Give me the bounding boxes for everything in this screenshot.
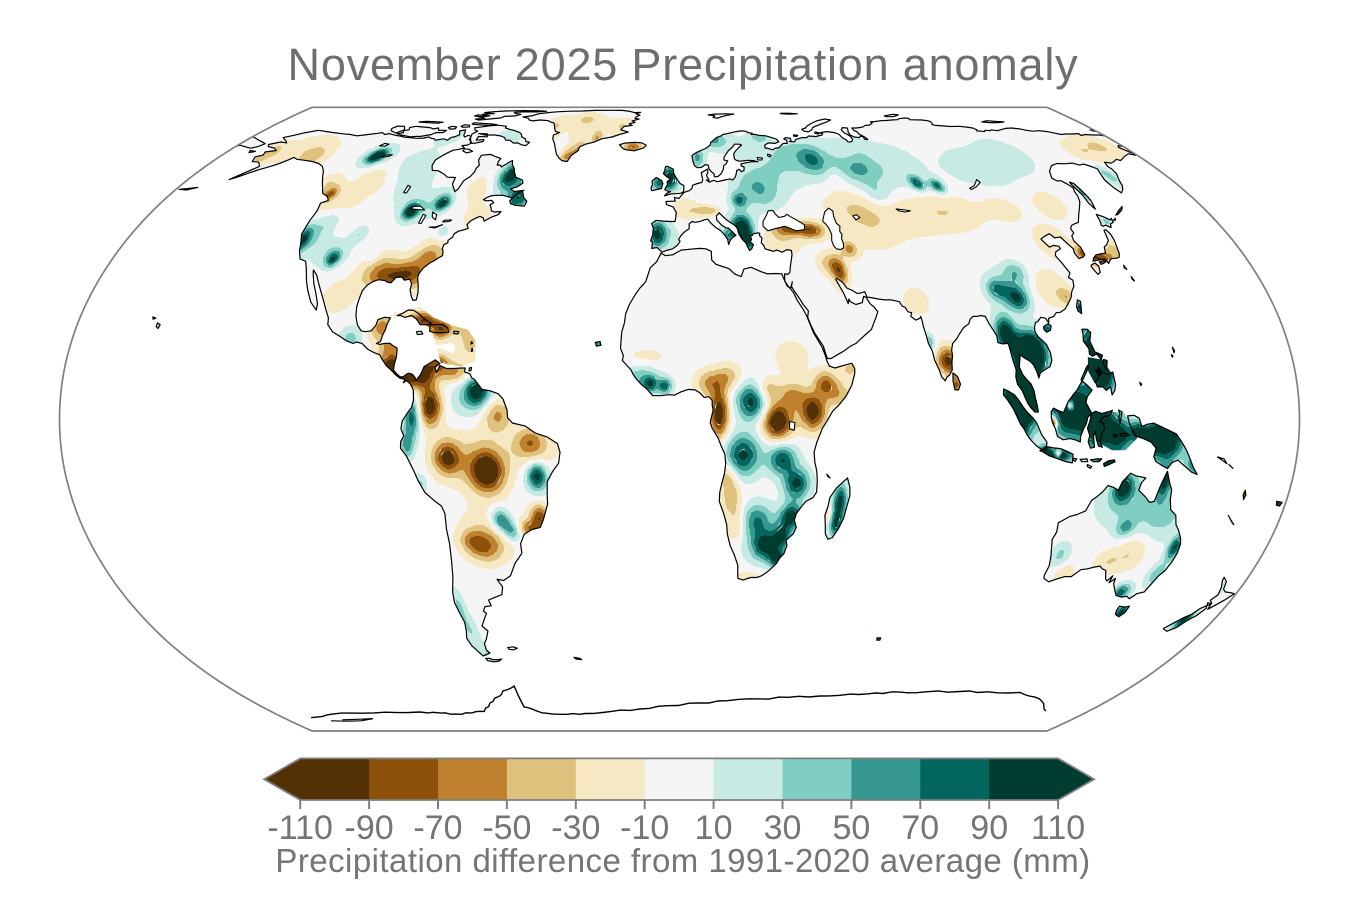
svg-text:90: 90 [970,809,1008,847]
svg-text:Precipitation difference from: Precipitation difference from 1991-2020 … [275,842,1090,879]
svg-text:-70: -70 [413,809,462,847]
svg-text:110: 110 [1031,809,1085,847]
svg-text:10: 10 [695,809,733,847]
svg-text:November 2025 Precipitation an: November 2025 Precipitation anomaly [288,39,1079,90]
svg-text:-30: -30 [551,809,600,847]
svg-text:-90: -90 [345,809,394,847]
svg-text:50: 50 [832,809,870,847]
svg-text:70: 70 [901,809,939,847]
svg-text:30: 30 [764,809,802,847]
svg-text:-10: -10 [620,809,669,847]
svg-text:-110: -110 [267,809,333,847]
svg-text:-50: -50 [482,809,531,847]
